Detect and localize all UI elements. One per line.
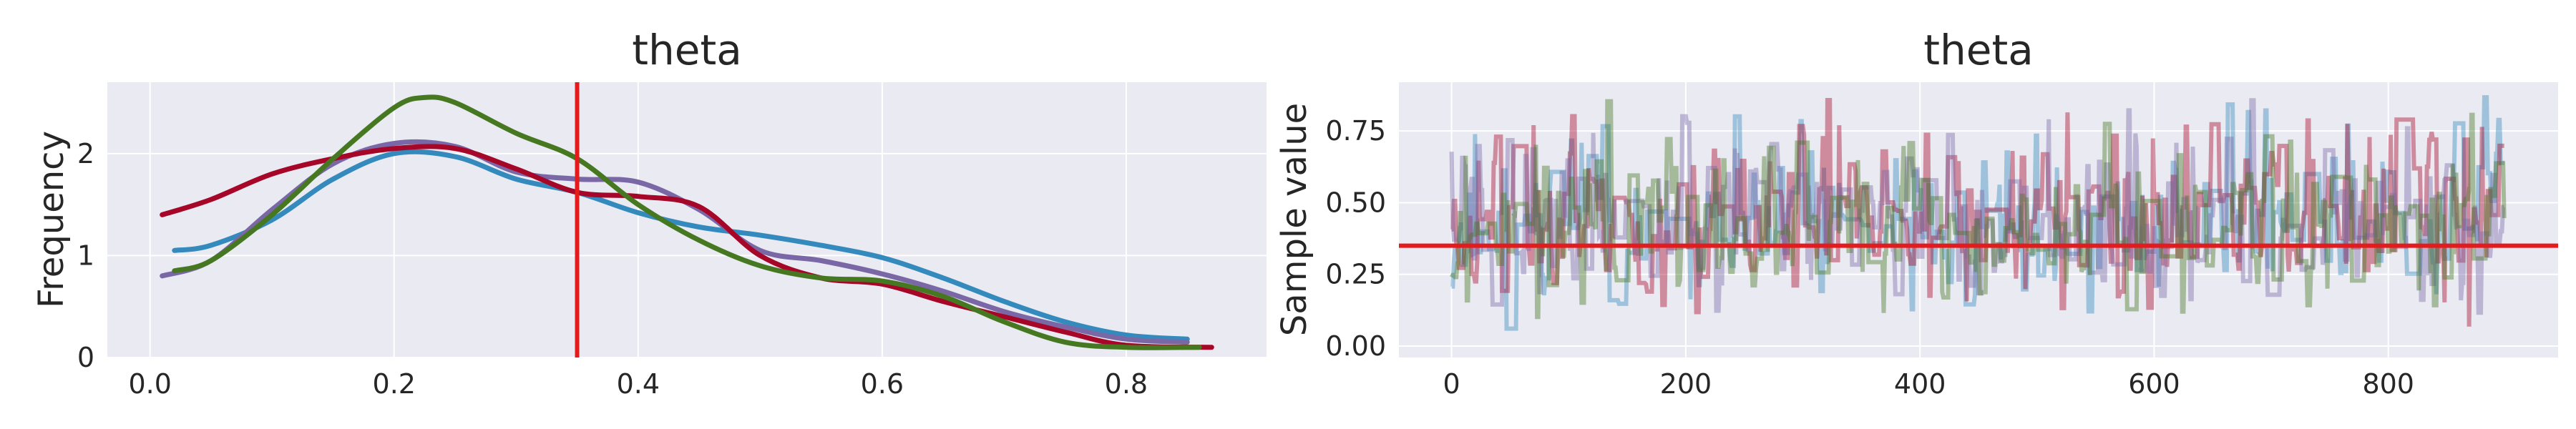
density-series: [160, 94, 1214, 350]
trace-x-ticks: 0 200 400 600 800: [1443, 368, 2414, 400]
density-x-tick-label: 0.4: [617, 368, 660, 400]
density-y-tick-label: 0: [77, 342, 94, 373]
trace-y-tick-label: 0.25: [1325, 259, 1386, 290]
trace-panel: 0 200 400 600 800 0.00 0.25 0.50 0.75 theta Sam…: [1274, 26, 2558, 400]
density-title: theta: [632, 26, 741, 74]
trace-y-ticks: 0.00 0.25 0.50 0.75: [1325, 115, 1386, 362]
trace-x-tick-label: 600: [2128, 368, 2180, 400]
density-gridlines: [107, 82, 1267, 358]
trace-y-label: Sample value: [1274, 103, 1314, 336]
density-x-tick-label: 0.8: [1105, 368, 1148, 400]
density-panel: 0.0 0.2 0.4 0.6 0.8 0 1 2 theta Frequency: [31, 26, 1267, 400]
trace-y-tick-label: 0.00: [1325, 330, 1386, 362]
density-line-1: [172, 149, 1190, 342]
trace-gridlines: [1399, 82, 2558, 358]
density-x-ticks: 0.0 0.2 0.4 0.6 0.8: [128, 368, 1148, 400]
density-plot-area: [107, 82, 1267, 358]
density-x-tick-label: 0.6: [861, 368, 904, 400]
trace-x-tick-label: 400: [1894, 368, 1946, 400]
trace-title: theta: [1923, 26, 2033, 74]
trace-line-1: [1450, 95, 2504, 331]
density-x-tick-label: 0.2: [373, 368, 416, 400]
trace-line-4: [1449, 99, 2507, 320]
trace-y-tick-label: 0.50: [1325, 187, 1386, 218]
density-y-tick-label: 1: [77, 240, 94, 271]
trace-line-2: [1450, 98, 2504, 327]
trace-plot-area: [1399, 82, 2558, 358]
trace-y-tick-label: 0.75: [1325, 115, 1386, 147]
density-y-tick-label: 2: [77, 138, 94, 169]
density-y-ticks: 0 1 2: [77, 138, 94, 373]
density-x-tick-label: 0.0: [128, 368, 171, 400]
trace-x-tick-label: 800: [2362, 368, 2414, 400]
trace-x-tick-label: 200: [1660, 368, 1712, 400]
density-line-4: [172, 94, 1202, 350]
density-y-label: Frequency: [31, 131, 72, 308]
trace-x-tick-label: 0: [1443, 368, 1460, 400]
